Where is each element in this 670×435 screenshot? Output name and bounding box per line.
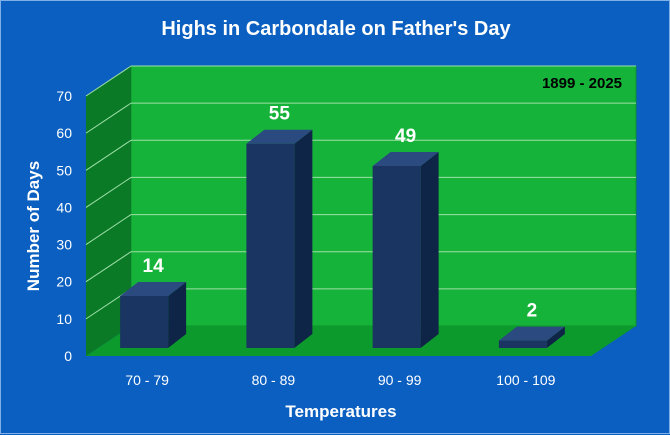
data-label: 2 bbox=[527, 301, 538, 322]
bar bbox=[120, 296, 169, 348]
bar-side bbox=[546, 326, 565, 348]
data-label: 14 bbox=[143, 256, 165, 277]
plot-area: 0 10 20 30 40 50 60 70 14 70 - 79 55 80 - 89 49 90 - … bbox=[56, 65, 637, 388]
bar bbox=[498, 340, 547, 348]
bar-top bbox=[120, 282, 187, 296]
bar-top bbox=[246, 129, 313, 144]
bar bbox=[372, 166, 421, 348]
gridline-side bbox=[85, 102, 132, 134]
gridline-side bbox=[85, 139, 132, 171]
floor bbox=[86, 326, 636, 356]
y-tick-label: 20 bbox=[56, 274, 72, 290]
y-tick-label: 40 bbox=[56, 199, 72, 215]
x-tick-label: 90 - 99 bbox=[378, 372, 422, 388]
gridline-side bbox=[85, 177, 132, 208]
y-tick-label: 50 bbox=[56, 162, 72, 178]
y-tick-label: 10 bbox=[56, 311, 72, 327]
gridline-side bbox=[85, 214, 132, 245]
y-axis-title: Number of Days bbox=[24, 161, 43, 291]
period-annotation: 1899 - 2025 bbox=[542, 75, 622, 92]
bar-side bbox=[294, 129, 313, 348]
y-tick-label: 70 bbox=[56, 88, 72, 104]
bar-side bbox=[420, 152, 439, 348]
bar bbox=[246, 143, 295, 348]
x-tick-label: 100 - 109 bbox=[496, 372, 555, 388]
gridline-side bbox=[85, 65, 132, 97]
bar-top bbox=[498, 326, 565, 341]
x-tick-label: 70 - 79 bbox=[125, 372, 169, 388]
data-label: 55 bbox=[269, 104, 291, 125]
bar-top bbox=[372, 152, 439, 166]
gridline-side bbox=[85, 251, 132, 283]
x-axis-title: Temperatures bbox=[285, 402, 396, 421]
y-tick-label: 30 bbox=[56, 237, 72, 253]
side-wall bbox=[86, 66, 131, 356]
chart-title: Highs in Carbondale on Father's Day bbox=[161, 18, 511, 40]
data-label: 49 bbox=[395, 126, 416, 147]
bar-side bbox=[168, 282, 187, 348]
x-tick-label: 80 - 89 bbox=[252, 372, 296, 388]
y-tick-label: 0 bbox=[64, 348, 72, 364]
y-tick-label: 60 bbox=[56, 125, 72, 141]
